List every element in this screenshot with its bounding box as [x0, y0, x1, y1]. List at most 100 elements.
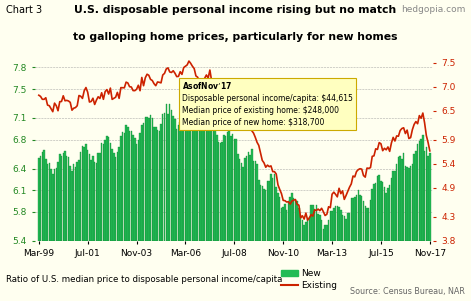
Bar [110, 143, 111, 241]
Bar [87, 150, 89, 241]
Bar [209, 113, 211, 241]
Bar [50, 169, 52, 241]
Bar [118, 147, 120, 241]
Bar [78, 160, 80, 241]
Bar [356, 194, 357, 241]
Bar [106, 136, 108, 241]
Bar [228, 131, 230, 241]
Bar [296, 201, 298, 241]
Bar [176, 129, 178, 241]
Bar [139, 133, 141, 241]
Bar [270, 174, 272, 241]
Bar [419, 141, 420, 241]
Bar [120, 136, 122, 241]
Bar [54, 169, 55, 241]
Bar [317, 214, 319, 241]
Bar [350, 198, 352, 241]
Bar [155, 127, 156, 241]
Bar [385, 193, 387, 241]
Bar [244, 158, 245, 241]
Bar [379, 175, 380, 241]
Bar [164, 113, 165, 241]
Bar [178, 125, 179, 241]
Bar [204, 125, 205, 241]
Bar [57, 162, 59, 241]
Bar [40, 156, 41, 241]
Bar [148, 118, 149, 241]
Bar [127, 127, 129, 241]
Bar [260, 185, 261, 241]
Bar [103, 144, 104, 241]
Bar [237, 154, 238, 241]
Bar [422, 135, 423, 241]
Text: Ratio of U.S. median price to disposable personal income/capita: Ratio of U.S. median price to disposable… [6, 275, 282, 284]
Bar [307, 219, 309, 241]
Bar [258, 180, 260, 241]
Bar [52, 174, 54, 241]
Bar [290, 197, 291, 241]
Bar [380, 182, 382, 241]
Bar [405, 166, 406, 241]
Bar [375, 183, 376, 241]
Bar [153, 127, 155, 241]
Bar [145, 117, 146, 241]
Bar [76, 162, 78, 241]
Bar [90, 160, 92, 241]
Bar [384, 187, 385, 241]
Bar [331, 211, 333, 241]
Bar [261, 186, 263, 241]
Bar [134, 138, 136, 241]
Bar [319, 215, 321, 241]
Bar [354, 197, 356, 241]
Bar [94, 162, 96, 241]
Bar [323, 229, 324, 241]
Bar [377, 176, 378, 241]
Bar [414, 154, 415, 241]
Bar [130, 131, 132, 241]
Bar [185, 109, 186, 241]
Bar [325, 225, 326, 241]
Bar [272, 178, 274, 241]
Bar [73, 164, 74, 241]
Bar [63, 153, 64, 241]
Bar [283, 207, 284, 241]
Bar [234, 139, 235, 241]
Bar [246, 156, 247, 241]
Bar [225, 136, 227, 241]
Bar [361, 196, 363, 241]
Bar [157, 130, 158, 241]
Bar [167, 113, 169, 241]
Bar [288, 201, 289, 241]
Bar [43, 150, 45, 241]
Bar [195, 122, 197, 241]
Bar [427, 157, 429, 241]
Text: hedgopia.com: hedgopia.com [401, 5, 465, 14]
Bar [248, 152, 249, 241]
Bar [207, 113, 209, 241]
Bar [352, 198, 354, 241]
Bar [216, 135, 218, 241]
Bar [314, 209, 316, 241]
Bar [424, 150, 425, 241]
Bar [41, 151, 43, 241]
Bar [279, 197, 280, 241]
Bar [241, 163, 242, 241]
Bar [236, 139, 237, 241]
Bar [174, 119, 176, 241]
Bar [214, 129, 216, 241]
Bar [420, 139, 422, 241]
Bar [242, 167, 244, 241]
Bar [335, 206, 336, 241]
Bar [199, 131, 200, 241]
Bar [202, 127, 203, 241]
Bar [253, 160, 254, 241]
Bar [326, 225, 328, 241]
Bar [219, 143, 221, 241]
Bar [132, 135, 134, 241]
Bar [403, 153, 405, 241]
Bar [398, 157, 399, 241]
Bar [417, 144, 418, 241]
Bar [337, 206, 338, 241]
Bar [113, 153, 114, 241]
Bar [117, 152, 118, 241]
